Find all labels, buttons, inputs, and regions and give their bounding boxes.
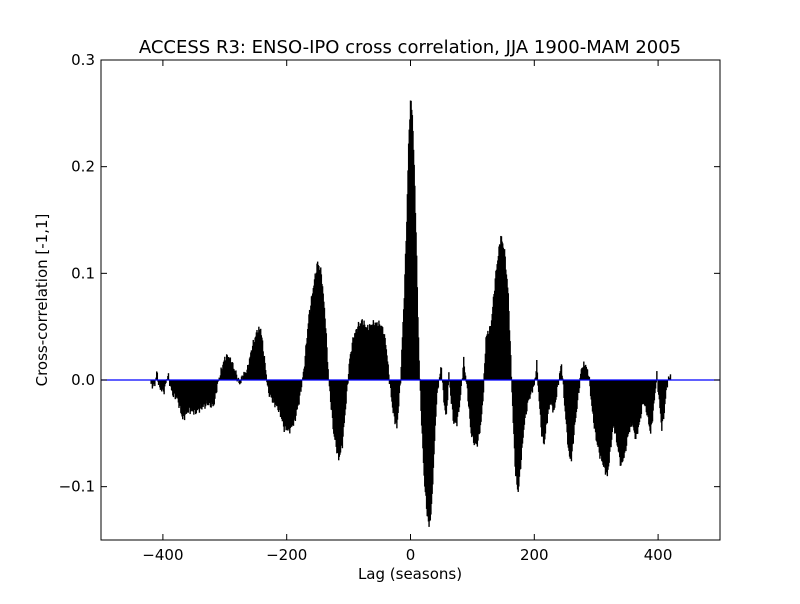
- correlation-bar: [398, 380, 400, 407]
- correlation-bar: [448, 372, 450, 380]
- correlation-bar: [167, 373, 170, 380]
- plot-frame: [100, 59, 721, 541]
- correlation-bar: [561, 375, 563, 380]
- ticks-group: −400 −200 0 200 400 −0.1 0.0 0.1 0.2 0.3: [59, 51, 720, 564]
- correlation-bar: [654, 380, 657, 389]
- x-tick-label: −400: [142, 546, 183, 564]
- correlation-bar: [327, 369, 329, 380]
- correlation-bar: [440, 367, 443, 380]
- x-axis-label: Lag (seasons): [358, 565, 462, 583]
- correlation-bar: [510, 355, 512, 380]
- correlation-bar: [345, 380, 347, 404]
- correlation-bar: [265, 374, 267, 380]
- x-tick-label: −200: [266, 546, 307, 564]
- correlation-bar: [157, 380, 160, 385]
- correlation-bar: [241, 375, 243, 380]
- correlation-bar: [417, 337, 420, 380]
- correlation-bar: [399, 380, 402, 384]
- correlation-bar: [557, 380, 560, 386]
- correlation-bar: [533, 380, 535, 385]
- correlation-bar: [459, 380, 462, 395]
- bars-group: [150, 100, 672, 527]
- y-tick-label: 0.2: [71, 158, 95, 176]
- correlation-bar: [154, 380, 156, 387]
- correlation-bar: [556, 380, 558, 387]
- correlation-bar: [156, 372, 159, 380]
- correlation-bar: [165, 380, 167, 383]
- y-tick-label: 0.0: [71, 371, 95, 389]
- correlation-bar: [655, 380, 657, 383]
- correlation-bar: [388, 374, 390, 380]
- correlation-bar: [656, 371, 658, 380]
- correlation-bar: [216, 380, 219, 384]
- x-tick-label: 200: [520, 546, 549, 564]
- y-tick-label: 0.1: [71, 264, 95, 282]
- y-axis-label: Cross-correlation [-1,1]: [33, 214, 51, 387]
- correlation-bar: [398, 380, 401, 394]
- correlation-bar: [510, 376, 513, 380]
- correlation-bar: [555, 380, 558, 397]
- correlation-bar: [536, 360, 538, 380]
- correlation-bar: [300, 380, 303, 388]
- correlation-bar: [588, 376, 591, 380]
- correlation-bar: [666, 380, 669, 388]
- correlation-bar: [560, 364, 563, 380]
- correlation-bar: [216, 380, 218, 393]
- correlation-bar: [347, 380, 349, 384]
- correlation-bar: [460, 380, 462, 386]
- y-tick-label: 0.3: [71, 51, 95, 69]
- correlation-bar: [586, 369, 589, 380]
- correlation-bar: [346, 380, 348, 392]
- correlation-bar: [236, 380, 238, 382]
- correlation-bar: [163, 380, 165, 395]
- correlation-bar: [240, 380, 242, 384]
- x-tick-label: 0: [406, 546, 416, 564]
- correlation-bar: [669, 374, 672, 380]
- correlation-bar: [446, 380, 449, 401]
- correlation-bar: [152, 380, 154, 387]
- x-tick-label: 400: [644, 546, 673, 564]
- correlation-bar: [217, 380, 219, 382]
- chart-title: ACCESS R3: ENSO-IPO cross correlation, J…: [139, 37, 681, 58]
- correlation-bar: [464, 375, 467, 380]
- correlation-bar: [237, 377, 240, 380]
- correlation-bar: [418, 360, 420, 380]
- correlation-bar: [437, 380, 440, 388]
- correlation-bar: [667, 376, 670, 380]
- correlation-bar: [447, 380, 449, 386]
- y-tick-label: −0.1: [59, 478, 95, 496]
- correlation-bar: [387, 364, 389, 380]
- correlation-bar: [578, 380, 581, 389]
- correlation-bar: [482, 380, 485, 393]
- correlation-bar: [562, 378, 564, 380]
- correlation-bar: [536, 372, 539, 380]
- correlation-bar: [235, 374, 238, 380]
